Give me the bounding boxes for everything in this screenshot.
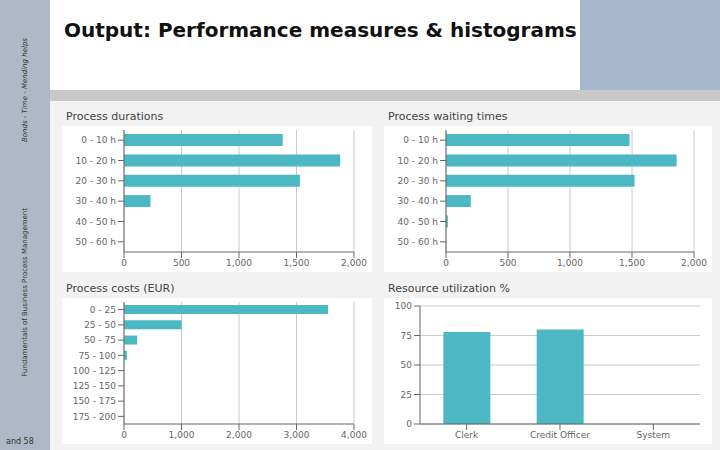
svg-text:0: 0 [121, 430, 127, 440]
svg-text:50 - 75: 50 - 75 [84, 335, 116, 345]
svg-text:40 - 50 h: 40 - 50 h [76, 217, 116, 227]
svg-text:4,000: 4,000 [341, 430, 367, 440]
svg-text:System: System [637, 430, 671, 440]
svg-text:125 - 150: 125 - 150 [73, 381, 117, 391]
svg-text:0 - 10 h: 0 - 10 h [81, 135, 116, 145]
html-text:Bonds - Time - Mending helps: Bonds - Time - Mending helps [21, 38, 29, 142]
svg-text:1,000: 1,000 [557, 258, 583, 268]
svg-text:1,000: 1,000 [169, 430, 195, 440]
svg-text:2,000: 2,000 [681, 258, 707, 268]
svg-text:50 - 60 h: 50 - 60 h [76, 237, 116, 247]
svg-text:50 - 60 h: 50 - 60 h [398, 237, 438, 247]
svg-text:0: 0 [121, 258, 127, 268]
svg-text:100 - 125: 100 - 125 [73, 366, 116, 376]
svg-text:10 - 20 h: 10 - 20 h [76, 156, 116, 166]
html-text:and 58: and 58 [6, 437, 34, 446]
svg-text:25 - 50: 25 - 50 [84, 320, 116, 330]
svg-text:0 - 10 h: 0 - 10 h [403, 135, 438, 145]
html-text:Process durations: Process durations [66, 110, 164, 123]
html-text:Process waiting times: Process waiting times [388, 110, 508, 123]
svg-text:0: 0 [406, 419, 412, 429]
svg-text:40 - 50 h: 40 - 50 h [398, 217, 438, 227]
html-text:Output: Performance measures &: Output: Performance measures & histogram… [64, 18, 577, 42]
svg-text:10 - 20 h: 10 - 20 h [398, 156, 438, 166]
svg-text:500: 500 [173, 258, 190, 268]
html-text:Process costs (EUR): Process costs (EUR) [66, 282, 175, 295]
svg-text:1,000: 1,000 [226, 258, 252, 268]
svg-text:Clerk: Clerk [455, 430, 479, 440]
svg-text:50: 50 [401, 360, 413, 370]
svg-text:20 - 30 h: 20 - 30 h [398, 176, 438, 186]
svg-text:75 - 100: 75 - 100 [78, 351, 116, 361]
svg-text:20 - 30 h: 20 - 30 h [76, 176, 116, 186]
svg-text:0 - 25: 0 - 25 [90, 305, 116, 315]
svg-text:2,000: 2,000 [226, 430, 252, 440]
html-text:Resource utilization %: Resource utilization % [388, 282, 510, 295]
svg-text:Credit Officer: Credit Officer [530, 430, 590, 440]
svg-text:150 - 175: 150 - 175 [73, 396, 116, 406]
svg-text:75: 75 [401, 331, 412, 341]
svg-text:2,000: 2,000 [341, 258, 367, 268]
svg-text:1,500: 1,500 [619, 258, 645, 268]
svg-text:30 - 40 h: 30 - 40 h [398, 196, 438, 206]
svg-text:500: 500 [499, 258, 516, 268]
svg-text:30 - 40 h: 30 - 40 h [76, 196, 116, 206]
svg-text:0: 0 [443, 258, 449, 268]
html-text:Fundamentals of Business Proce: Fundamentals of Business Process Managem… [21, 208, 29, 377]
svg-text:3,000: 3,000 [284, 430, 310, 440]
svg-text:25: 25 [401, 390, 412, 400]
svg-text:175 - 200: 175 - 200 [73, 412, 117, 422]
svg-text:1,500: 1,500 [284, 258, 310, 268]
svg-text:100: 100 [395, 301, 412, 311]
